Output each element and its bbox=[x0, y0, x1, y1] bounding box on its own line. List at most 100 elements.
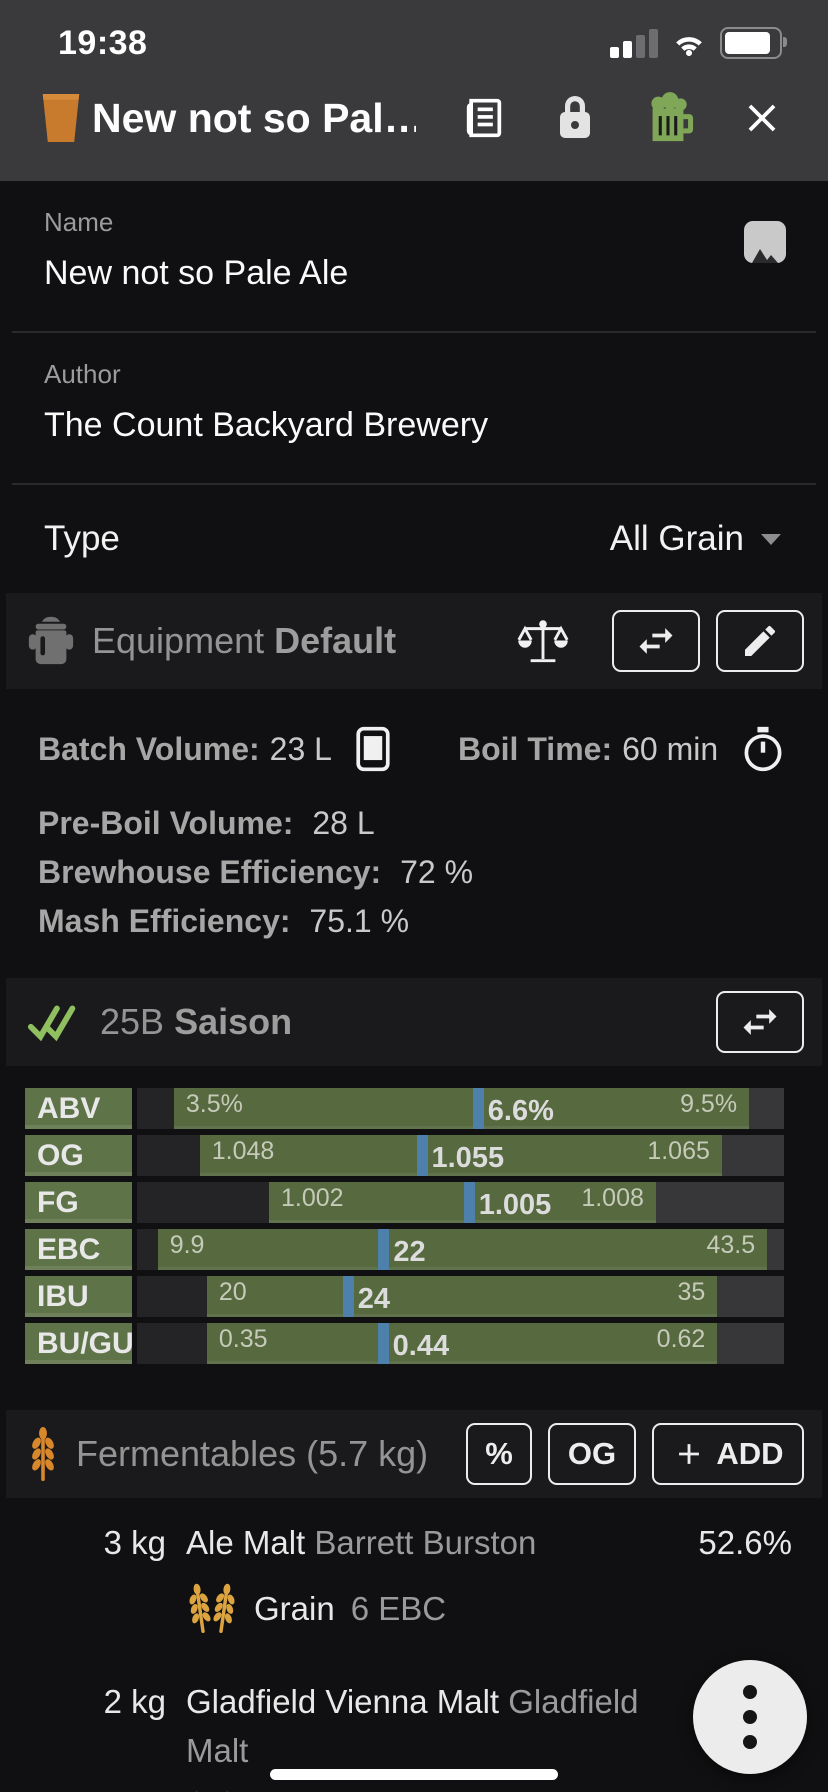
range-value: 1.055 bbox=[431, 1142, 505, 1174]
equipment-value: Default bbox=[274, 620, 397, 661]
range-max: 0.62 bbox=[656, 1325, 706, 1353]
range-label: OG bbox=[25, 1135, 132, 1176]
fermentable-type: Grain bbox=[254, 1590, 335, 1627]
range-track: 9.9 43.5 22 bbox=[137, 1229, 784, 1270]
style-swap-button[interactable] bbox=[716, 991, 804, 1053]
top-bar: 19:38 bbox=[0, 0, 828, 181]
fermentables-list: 3 kg Ale Malt Barrett Burston 52.6% bbox=[0, 1524, 828, 1792]
more-actions-fab[interactable] bbox=[693, 1660, 807, 1774]
header-title-row: New not so Pal… bbox=[0, 90, 828, 146]
fermentable-vendor: Barrett Burston bbox=[314, 1524, 537, 1561]
style-range-row-og: OG 1.048 1.065 1.055 bbox=[25, 1135, 784, 1176]
range-min: 3.5% bbox=[185, 1090, 243, 1118]
og-toggle-button[interactable]: OG bbox=[548, 1423, 636, 1485]
range-marker bbox=[472, 1088, 484, 1129]
name-label: Name bbox=[44, 207, 114, 237]
percent-toggle-button[interactable]: % bbox=[466, 1423, 532, 1485]
range-min: 20 bbox=[218, 1278, 247, 1306]
author-field[interactable]: Author The Count Backyard Brewery bbox=[0, 333, 828, 483]
fermentable-name: Gladfield Vienna Malt Gladfield Malt bbox=[186, 1683, 639, 1769]
range-track: 3.5% 9.5% 6.6% bbox=[137, 1088, 784, 1129]
range-track-end bbox=[717, 1323, 784, 1364]
double-check-icon bbox=[26, 1000, 84, 1044]
range-max: 9.5% bbox=[680, 1090, 738, 1118]
batch-volume-value[interactable]: 23 L bbox=[269, 730, 332, 767]
range-label: ABV bbox=[25, 1088, 132, 1129]
fermentable-amount: 3 kg bbox=[103, 1524, 166, 1561]
recipe-notes-icon[interactable] bbox=[456, 91, 509, 145]
range-marker bbox=[463, 1182, 475, 1223]
range-track: 20 35 24 bbox=[137, 1276, 784, 1317]
range-band bbox=[199, 1135, 722, 1176]
divider bbox=[12, 483, 816, 485]
name-value[interactable]: New not so Pale Ale bbox=[44, 254, 349, 292]
fermentable-color: 6 EBC bbox=[350, 1590, 447, 1627]
photo-icon[interactable] bbox=[744, 221, 786, 263]
fermentable-amount: 2 kg bbox=[103, 1683, 166, 1720]
scale-icon[interactable] bbox=[516, 614, 570, 668]
range-label: EBC bbox=[25, 1229, 132, 1270]
range-min: 1.048 bbox=[211, 1137, 275, 1165]
author-label: Author bbox=[44, 359, 121, 389]
calculator-icon[interactable] bbox=[354, 725, 392, 773]
range-track-end bbox=[767, 1229, 784, 1270]
beer-glass-icon bbox=[38, 90, 84, 146]
close-icon[interactable] bbox=[735, 91, 788, 145]
kettle-icon bbox=[26, 615, 76, 667]
range-track-end bbox=[717, 1276, 784, 1317]
range-max: 1.065 bbox=[647, 1137, 710, 1165]
cellular-signal-icon bbox=[610, 28, 658, 58]
brew-mug-icon[interactable] bbox=[641, 91, 695, 145]
home-indicator[interactable] bbox=[270, 1769, 558, 1780]
fermentable-percent: 52.6% bbox=[698, 1524, 792, 1561]
recipe-title: New not so Pal… bbox=[92, 94, 417, 141]
type-value: All Grain bbox=[609, 519, 744, 558]
boil-time-value[interactable]: 60 min bbox=[622, 730, 719, 767]
range-value: 24 bbox=[357, 1283, 390, 1315]
equipment-swap-button[interactable] bbox=[612, 610, 700, 672]
style-name[interactable]: 25B Saison bbox=[100, 1001, 293, 1042]
range-value: 1.005 bbox=[478, 1189, 552, 1221]
fermentables-title: Fermentables (5.7 kg) bbox=[76, 1433, 429, 1474]
equipment-edit-button[interactable] bbox=[716, 610, 804, 672]
pencil-icon bbox=[745, 625, 776, 656]
stats-block: Batch Volume: 23 L Boil Time: 60 min bbox=[0, 689, 828, 946]
style-ranges: ABV 3.5% 9.5% 6.6% OG 1.048 1.065 1.055 FG 1.002 1… bbox=[0, 1088, 828, 1364]
lock-icon[interactable] bbox=[549, 91, 602, 145]
range-marker bbox=[378, 1229, 390, 1270]
more-vertical-icon bbox=[743, 1685, 757, 1699]
range-value: 0.44 bbox=[392, 1330, 450, 1362]
wifi-icon bbox=[670, 28, 708, 58]
swap-horizontal-icon bbox=[743, 1009, 777, 1035]
range-marker bbox=[416, 1135, 428, 1176]
range-band bbox=[157, 1229, 768, 1270]
brewhouse-efficiency-value: 72 % bbox=[400, 854, 474, 890]
range-track-end bbox=[655, 1182, 784, 1223]
type-label: Type bbox=[44, 519, 120, 558]
range-min: 9.9 bbox=[169, 1231, 205, 1259]
style-range-row-ibu: IBU 20 35 24 bbox=[25, 1276, 784, 1317]
add-fermentable-button[interactable]: ADD bbox=[652, 1423, 804, 1485]
style-range-row-fg: FG 1.002 1.008 1.005 bbox=[25, 1182, 784, 1223]
fermentables-section-header: Fermentables (5.7 kg) % OG ADD bbox=[6, 1410, 822, 1498]
boil-time-label: Boil Time: bbox=[458, 730, 613, 767]
type-select[interactable]: All Grain bbox=[610, 519, 784, 559]
range-track-end bbox=[749, 1088, 784, 1129]
range-band bbox=[206, 1323, 718, 1364]
range-band bbox=[268, 1182, 656, 1223]
range-value: 6.6% bbox=[487, 1095, 554, 1127]
name-field[interactable]: Name New not so Pale Ale bbox=[0, 181, 828, 331]
range-label: FG bbox=[25, 1182, 132, 1223]
fermentable-vendor: Gladfield Malt bbox=[186, 1683, 639, 1769]
style-range-row-bu-gu: BU/GU 0.35 0.62 0.44 bbox=[25, 1323, 784, 1364]
range-marker bbox=[377, 1323, 389, 1364]
style-section-header: 25B Saison bbox=[6, 978, 822, 1066]
author-value[interactable]: The Count Backyard Brewery bbox=[44, 406, 489, 444]
fermentable-item[interactable]: 3 kg Ale Malt Barrett Burston 52.6% bbox=[0, 1524, 828, 1637]
pre-boil-label: Pre-Boil Volume: bbox=[38, 805, 294, 841]
range-min: 1.002 bbox=[280, 1184, 344, 1212]
range-max: 43.5 bbox=[706, 1231, 756, 1259]
stopwatch-icon[interactable] bbox=[740, 725, 786, 773]
range-max: 1.008 bbox=[581, 1184, 644, 1212]
status-time: 19:38 bbox=[58, 23, 148, 62]
